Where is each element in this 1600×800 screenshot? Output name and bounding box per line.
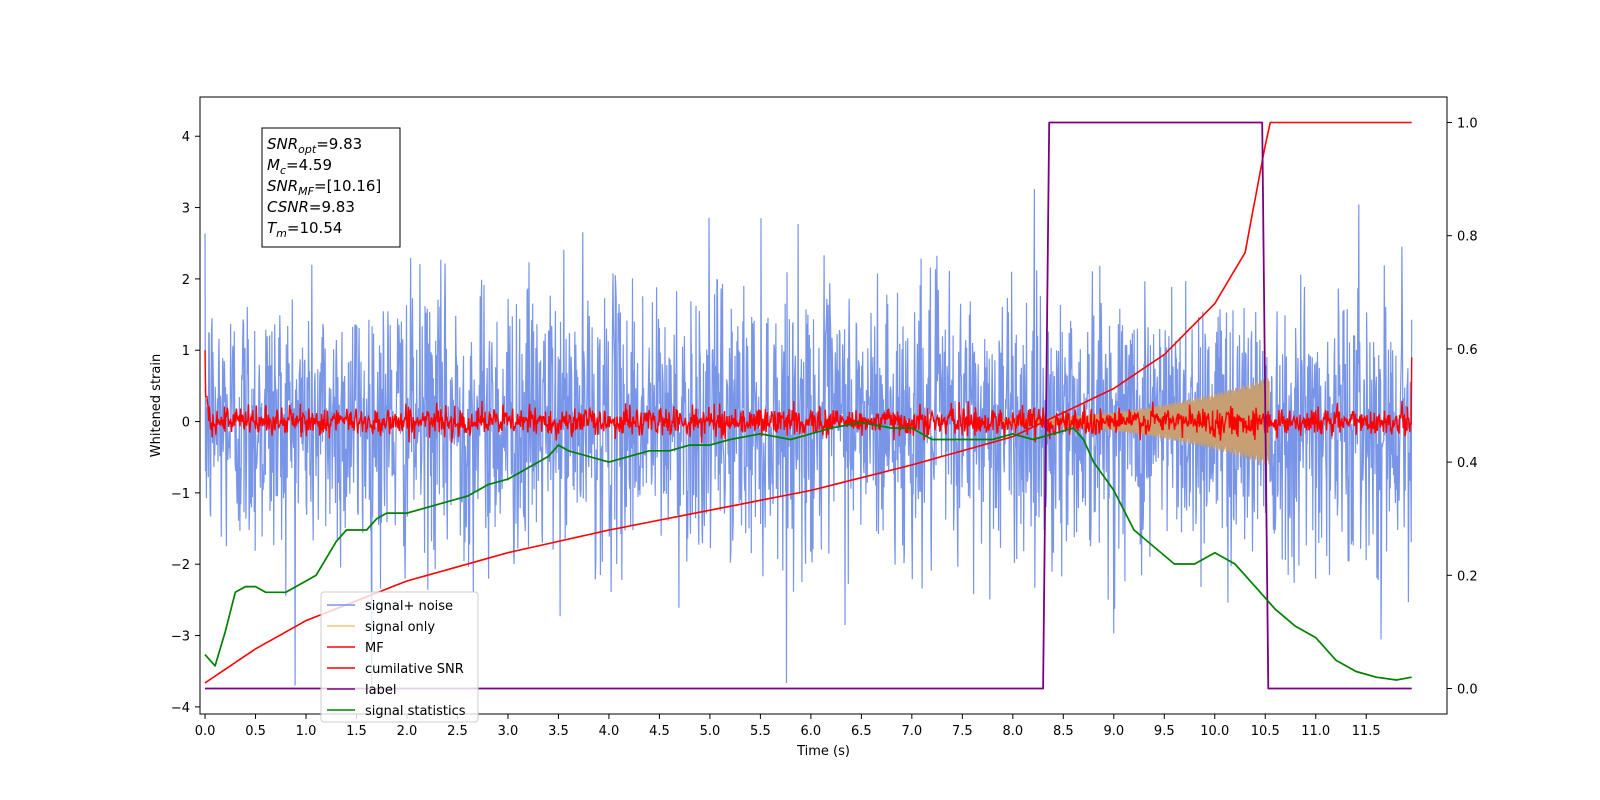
x-tick-label: 8.0 xyxy=(1002,724,1023,739)
y2-tick-label: 0.4 xyxy=(1457,456,1478,471)
x-tick-label: 3.0 xyxy=(498,724,519,739)
x-tick-label: 1.0 xyxy=(296,724,317,739)
legend-frame xyxy=(320,591,479,723)
x-tick-label: 11.5 xyxy=(1352,724,1381,739)
y2-tick-label: 0.2 xyxy=(1457,569,1478,584)
y2-tick-label: 0.8 xyxy=(1457,230,1478,245)
x-tick-label: 6.5 xyxy=(851,724,872,739)
y2-tick-label: 0.0 xyxy=(1457,683,1478,698)
y2-tick-label: 0.6 xyxy=(1457,343,1478,358)
legend-entry-label: label xyxy=(365,683,396,698)
y-axis-label: Whitened strain xyxy=(149,354,164,457)
y-tick-label: 2 xyxy=(182,273,190,288)
y-tick-label: −1 xyxy=(171,487,190,502)
y-tick-label: 3 xyxy=(182,202,190,217)
y-tick-label: −3 xyxy=(171,630,190,645)
legend-entry-label: signal only xyxy=(365,620,435,635)
x-tick-label: 4.5 xyxy=(649,724,670,739)
x-tick-label: 0.0 xyxy=(195,724,216,739)
x-tick-label: 9.5 xyxy=(1154,724,1175,739)
legend-entry-label: signal statistics xyxy=(365,704,466,719)
series-mf xyxy=(204,350,1413,443)
legend-entry-label: cumilative SNR xyxy=(365,662,464,677)
x-tick-label: 2.5 xyxy=(447,724,468,739)
legend-entry-label: MF xyxy=(365,641,384,656)
y-tick-label: −2 xyxy=(171,558,190,573)
x-tick-label: 4.0 xyxy=(599,724,620,739)
x-tick-label: 10.5 xyxy=(1251,724,1280,739)
x-tick-label: 2.0 xyxy=(397,724,418,739)
annotation-line: Mc=4.59 xyxy=(267,156,332,177)
annotation-line: CSNR=9.83 xyxy=(267,198,355,216)
x-tick-label: 1.5 xyxy=(346,724,367,739)
x-tick-label: 0.5 xyxy=(245,724,266,739)
x-tick-label: 9.0 xyxy=(1103,724,1124,739)
y-tick-label: −4 xyxy=(171,701,190,716)
x-tick-label: 11.0 xyxy=(1301,724,1330,739)
series-label xyxy=(205,121,1412,690)
stats-annotation-box: SNRopt=9.83Mc=4.59SNRMF=[10.16]CSNR=9.83… xyxy=(261,127,401,248)
annotation-line: SNRMF=[10.16] xyxy=(267,177,381,198)
axes-layer: 0.0 0.5 1.0 1.5 2.0 2.5 3.0 3.5 4.0 4.5 5.0 5.5 6.0 6… xyxy=(171,96,1478,739)
y-tick-label: 1 xyxy=(182,344,190,359)
y-tick-label: 4 xyxy=(182,130,190,145)
annotation-line: SNRopt=9.83 xyxy=(267,135,362,156)
x-tick-label: 8.5 xyxy=(1053,724,1074,739)
y2-tick-label: 1.0 xyxy=(1457,116,1478,131)
x-tick-label: 6.0 xyxy=(801,724,822,739)
x-tick-label: 5.5 xyxy=(750,724,771,739)
series-signal-statistics xyxy=(204,421,1412,681)
y-tick-label: 0 xyxy=(182,416,190,431)
x-tick-label: 5.0 xyxy=(700,724,721,739)
plot-frame xyxy=(199,96,1448,715)
annotation-box-frame xyxy=(261,127,401,248)
legend-entry-label: signal+ noise xyxy=(365,599,453,614)
annotation-line: Tm=10.54 xyxy=(267,219,342,240)
x-tick-label: 10.0 xyxy=(1200,724,1229,739)
x-tick-label: 3.5 xyxy=(548,724,569,739)
legend: signal+ noise signal only MF cumilative SNR… xyxy=(320,591,479,723)
x-tick-label: 7.0 xyxy=(902,724,923,739)
x-axis-label: Time (s) xyxy=(796,744,850,759)
x-tick-label: 7.5 xyxy=(952,724,973,739)
